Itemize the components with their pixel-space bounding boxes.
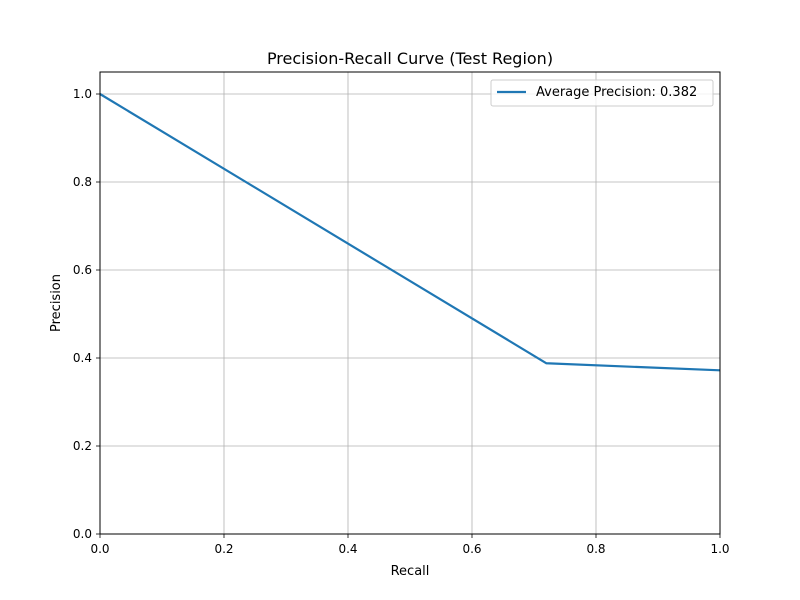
legend: Average Precision: 0.382 (490, 79, 714, 107)
y-tick-label: 0.4 (73, 351, 92, 365)
x-tick-label: 1.0 (710, 542, 729, 556)
y-tick-label: 0.0 (73, 527, 92, 541)
plot-frame (99, 71, 721, 535)
chart-title: Precision-Recall Curve (Test Region) (267, 49, 553, 68)
x-tick-label: 0.8 (586, 542, 605, 556)
x-axis-label: Recall (391, 564, 430, 579)
grid (99, 72, 721, 535)
y-tick-label: 0.6 (73, 263, 92, 277)
series-line (99, 93, 721, 372)
x-tick-label: 0.2 (214, 542, 233, 556)
series-layer (99, 93, 721, 372)
legend-entry-label: Average Precision: 0.382 (536, 85, 697, 100)
axis-ticks: 0.0 0.2 0.4 0.6 0.8 1.0 0.0 0.2 0.4 0.6 0.8 1.0 (73, 87, 730, 556)
y-tick-label: 1.0 (73, 87, 92, 101)
y-tick-label: 0.2 (73, 439, 92, 453)
x-tick-label: 0.6 (462, 542, 481, 556)
x-tick-label: 0.0 (90, 542, 109, 556)
y-tick-label: 0.8 (73, 175, 92, 189)
x-tick-label: 0.4 (338, 542, 357, 556)
legend-box (490, 79, 714, 107)
y-axis-label: Precision (49, 274, 64, 332)
